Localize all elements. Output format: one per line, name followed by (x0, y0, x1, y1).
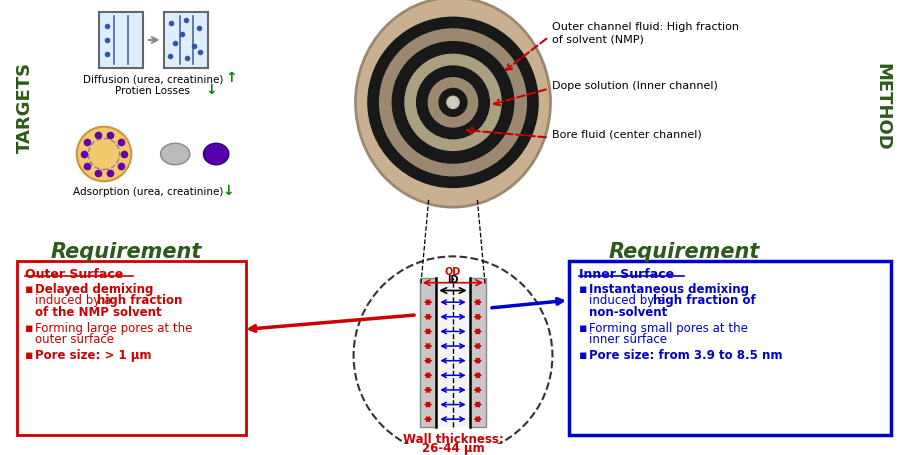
Circle shape (77, 127, 131, 181)
Text: ▪: ▪ (579, 283, 587, 296)
Text: ID: ID (448, 275, 458, 285)
Text: ↑: ↑ (225, 71, 236, 85)
Text: 26-44 μm: 26-44 μm (421, 442, 485, 455)
Text: of solvent (NMP): of solvent (NMP) (553, 35, 644, 45)
Text: Inner Surface: Inner Surface (579, 268, 674, 281)
Text: Bore fluid (center channel): Bore fluid (center channel) (553, 130, 702, 140)
Circle shape (89, 138, 120, 170)
Text: Instantaneous demixing: Instantaneous demixing (590, 283, 749, 296)
Text: Outer Surface: Outer Surface (25, 268, 123, 281)
Text: ▪: ▪ (25, 283, 34, 296)
Circle shape (428, 77, 478, 128)
Circle shape (448, 97, 458, 107)
Text: ▪: ▪ (579, 322, 587, 335)
Text: Diffusion (urea, creatinine): Diffusion (urea, creatinine) (82, 74, 223, 84)
Text: Outer channel fluid: High fraction: Outer channel fluid: High fraction (553, 22, 739, 32)
Text: Delayed demixing: Delayed demixing (34, 283, 153, 296)
Text: high fraction of: high fraction of (653, 294, 756, 308)
Text: ▪: ▪ (25, 349, 34, 362)
Text: Forming large pores at the: Forming large pores at the (34, 322, 192, 335)
Bar (469, 278, 487, 427)
Circle shape (391, 41, 515, 164)
Text: Requirement: Requirement (608, 242, 760, 262)
Text: outer surface: outer surface (34, 334, 114, 346)
Text: of the NMP solvent: of the NMP solvent (34, 306, 161, 319)
Text: ▪: ▪ (25, 322, 34, 335)
Text: OD: OD (445, 267, 461, 277)
Bar (99, 12, 143, 68)
Circle shape (416, 66, 490, 139)
Circle shape (446, 96, 460, 109)
Ellipse shape (204, 143, 229, 165)
Bar (17, 261, 246, 435)
Text: Wall thickness:: Wall thickness: (402, 433, 504, 446)
Circle shape (404, 54, 502, 151)
Text: ↓: ↓ (206, 83, 217, 97)
Text: Dope solution (Inner channel): Dope solution (Inner channel) (553, 81, 718, 91)
Bar (437, 278, 469, 427)
Text: TARGETS: TARGETS (16, 62, 34, 153)
Text: Forming small pores at the: Forming small pores at the (590, 322, 748, 335)
Bar (569, 261, 891, 435)
Text: METHOD: METHOD (872, 63, 891, 151)
Text: Requirement: Requirement (51, 242, 202, 262)
Text: Pore size: from 3.9 to 8.5 nm: Pore size: from 3.9 to 8.5 nm (590, 349, 783, 362)
Text: non-solvent: non-solvent (590, 306, 668, 319)
Text: Protien Losses: Protien Losses (115, 86, 190, 96)
Text: inner surface: inner surface (590, 334, 668, 346)
Bar (165, 12, 208, 68)
Text: induced by a: induced by a (590, 294, 670, 308)
Bar (419, 278, 437, 427)
Ellipse shape (160, 143, 189, 165)
Text: high fraction: high fraction (97, 294, 183, 308)
Ellipse shape (355, 0, 551, 207)
Text: ↓: ↓ (222, 184, 234, 198)
Text: induced by a: induced by a (34, 294, 115, 308)
Circle shape (367, 16, 539, 188)
Text: Pore size: > 1 μm: Pore size: > 1 μm (34, 349, 151, 362)
Text: ▪: ▪ (579, 349, 587, 362)
Text: Adsorption (urea, creatinine): Adsorption (urea, creatinine) (72, 187, 223, 197)
Circle shape (439, 88, 467, 117)
Circle shape (379, 28, 527, 177)
